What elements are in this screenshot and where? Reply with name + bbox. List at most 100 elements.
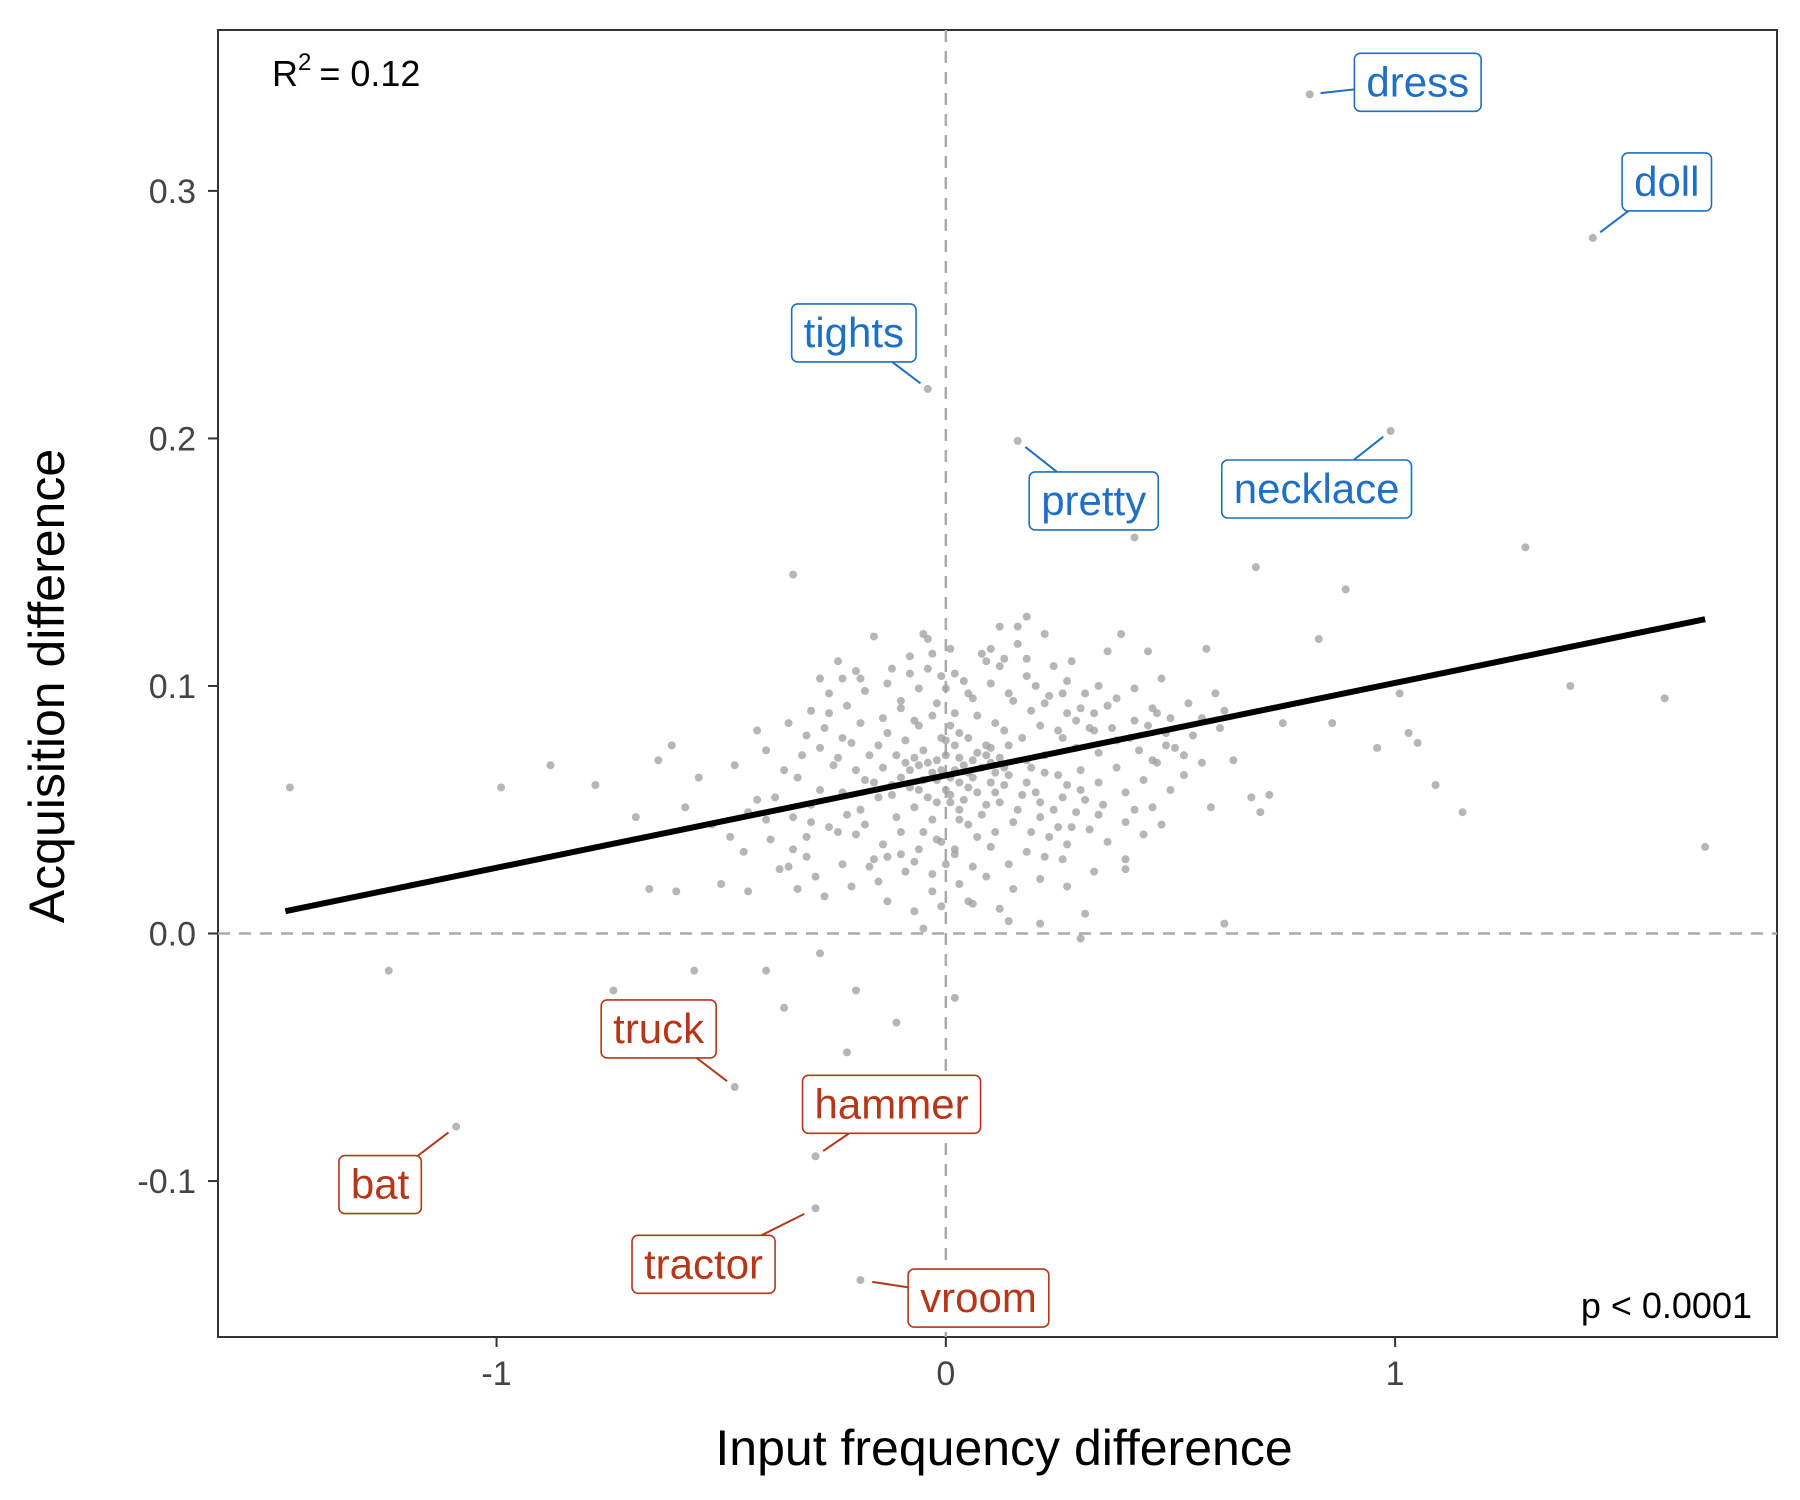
data-point — [1063, 780, 1072, 789]
data-point — [1076, 934, 1085, 943]
data-point — [878, 763, 887, 772]
data-point — [1085, 825, 1094, 834]
label-hammer: hammer — [801, 1074, 982, 1152]
data-point — [1395, 689, 1404, 698]
data-point — [838, 733, 847, 742]
data-point — [946, 721, 955, 730]
data-point — [1058, 793, 1067, 802]
y-tick-label: 0.0 — [149, 916, 196, 954]
data-point — [1103, 837, 1112, 846]
data-point — [1058, 689, 1067, 698]
data-point — [901, 867, 910, 876]
label-box — [338, 1154, 423, 1215]
label-dress: dress — [1320, 52, 1482, 113]
data-point — [1063, 709, 1072, 718]
data-point — [834, 657, 843, 666]
data-point — [1117, 629, 1126, 638]
label-text: dress — [1366, 58, 1469, 105]
data-point — [923, 634, 932, 643]
data-point — [842, 701, 851, 710]
points-layer — [285, 90, 1710, 1285]
data-point — [802, 852, 811, 861]
data-point — [497, 783, 506, 792]
data-point — [856, 1276, 865, 1285]
data-point — [1022, 612, 1031, 621]
data-point — [995, 904, 1004, 913]
data-point — [973, 711, 982, 720]
data-point — [1373, 743, 1382, 752]
data-point — [838, 674, 847, 683]
data-point — [1009, 884, 1018, 893]
data-point — [955, 815, 964, 824]
data-point — [1431, 780, 1440, 789]
data-point — [1076, 704, 1085, 713]
data-point — [874, 877, 883, 886]
x-axis: -1 0 1 — [481, 1337, 1405, 1393]
data-point — [771, 793, 780, 802]
data-point — [865, 751, 874, 760]
data-point — [914, 761, 923, 770]
label-text: tractor — [644, 1240, 763, 1287]
data-point — [1036, 798, 1045, 807]
data-point — [1067, 823, 1076, 832]
data-point — [1413, 738, 1422, 747]
label-box — [1220, 459, 1413, 519]
data-point — [591, 780, 600, 789]
data-point — [1188, 731, 1197, 740]
data-point — [825, 709, 834, 718]
data-point — [950, 741, 959, 750]
data-point — [982, 872, 991, 881]
data-point — [546, 761, 555, 770]
data-point — [919, 746, 928, 755]
data-point — [910, 716, 919, 725]
data-point — [865, 862, 874, 871]
data-point — [1067, 657, 1076, 666]
data-point — [1054, 771, 1063, 780]
data-point — [1063, 882, 1072, 891]
regression-line — [284, 616, 1706, 915]
data-point — [887, 790, 896, 799]
data-point — [1135, 746, 1144, 755]
data-point — [950, 709, 959, 718]
label-leader-line — [872, 1280, 909, 1289]
data-point — [896, 696, 905, 705]
label-box — [907, 1268, 1050, 1328]
data-point — [1328, 719, 1337, 728]
data-point — [1063, 840, 1072, 849]
data-point — [690, 966, 699, 975]
data-point — [1076, 766, 1085, 775]
data-point — [1081, 689, 1090, 698]
data-point — [856, 674, 865, 683]
data-point — [964, 897, 973, 906]
data-point — [1108, 724, 1117, 733]
data-point — [1004, 860, 1013, 869]
data-point — [919, 828, 928, 837]
data-point — [793, 884, 802, 893]
data-point — [816, 743, 825, 752]
data-point — [816, 674, 825, 683]
data-point — [991, 768, 1000, 777]
data-point — [1094, 810, 1103, 819]
data-point — [1588, 233, 1597, 242]
data-point — [955, 729, 964, 738]
data-point — [739, 847, 748, 856]
label-text: tights — [804, 309, 904, 356]
data-point — [798, 751, 807, 760]
data-point — [789, 845, 798, 854]
data-point — [1036, 721, 1045, 730]
data-point — [1660, 694, 1669, 703]
data-point — [851, 830, 860, 839]
data-point — [968, 862, 977, 871]
label-leader-line — [417, 1131, 450, 1157]
data-point — [1072, 808, 1081, 817]
data-point — [1103, 701, 1112, 710]
data-point — [811, 872, 820, 881]
data-point — [1000, 726, 1009, 735]
data-point — [1144, 647, 1153, 656]
data-point — [937, 672, 946, 681]
data-point — [285, 783, 294, 792]
data-point — [1521, 543, 1530, 552]
data-point — [919, 924, 928, 933]
data-point — [1148, 704, 1157, 713]
x-tick-label: 1 — [1386, 1355, 1405, 1393]
